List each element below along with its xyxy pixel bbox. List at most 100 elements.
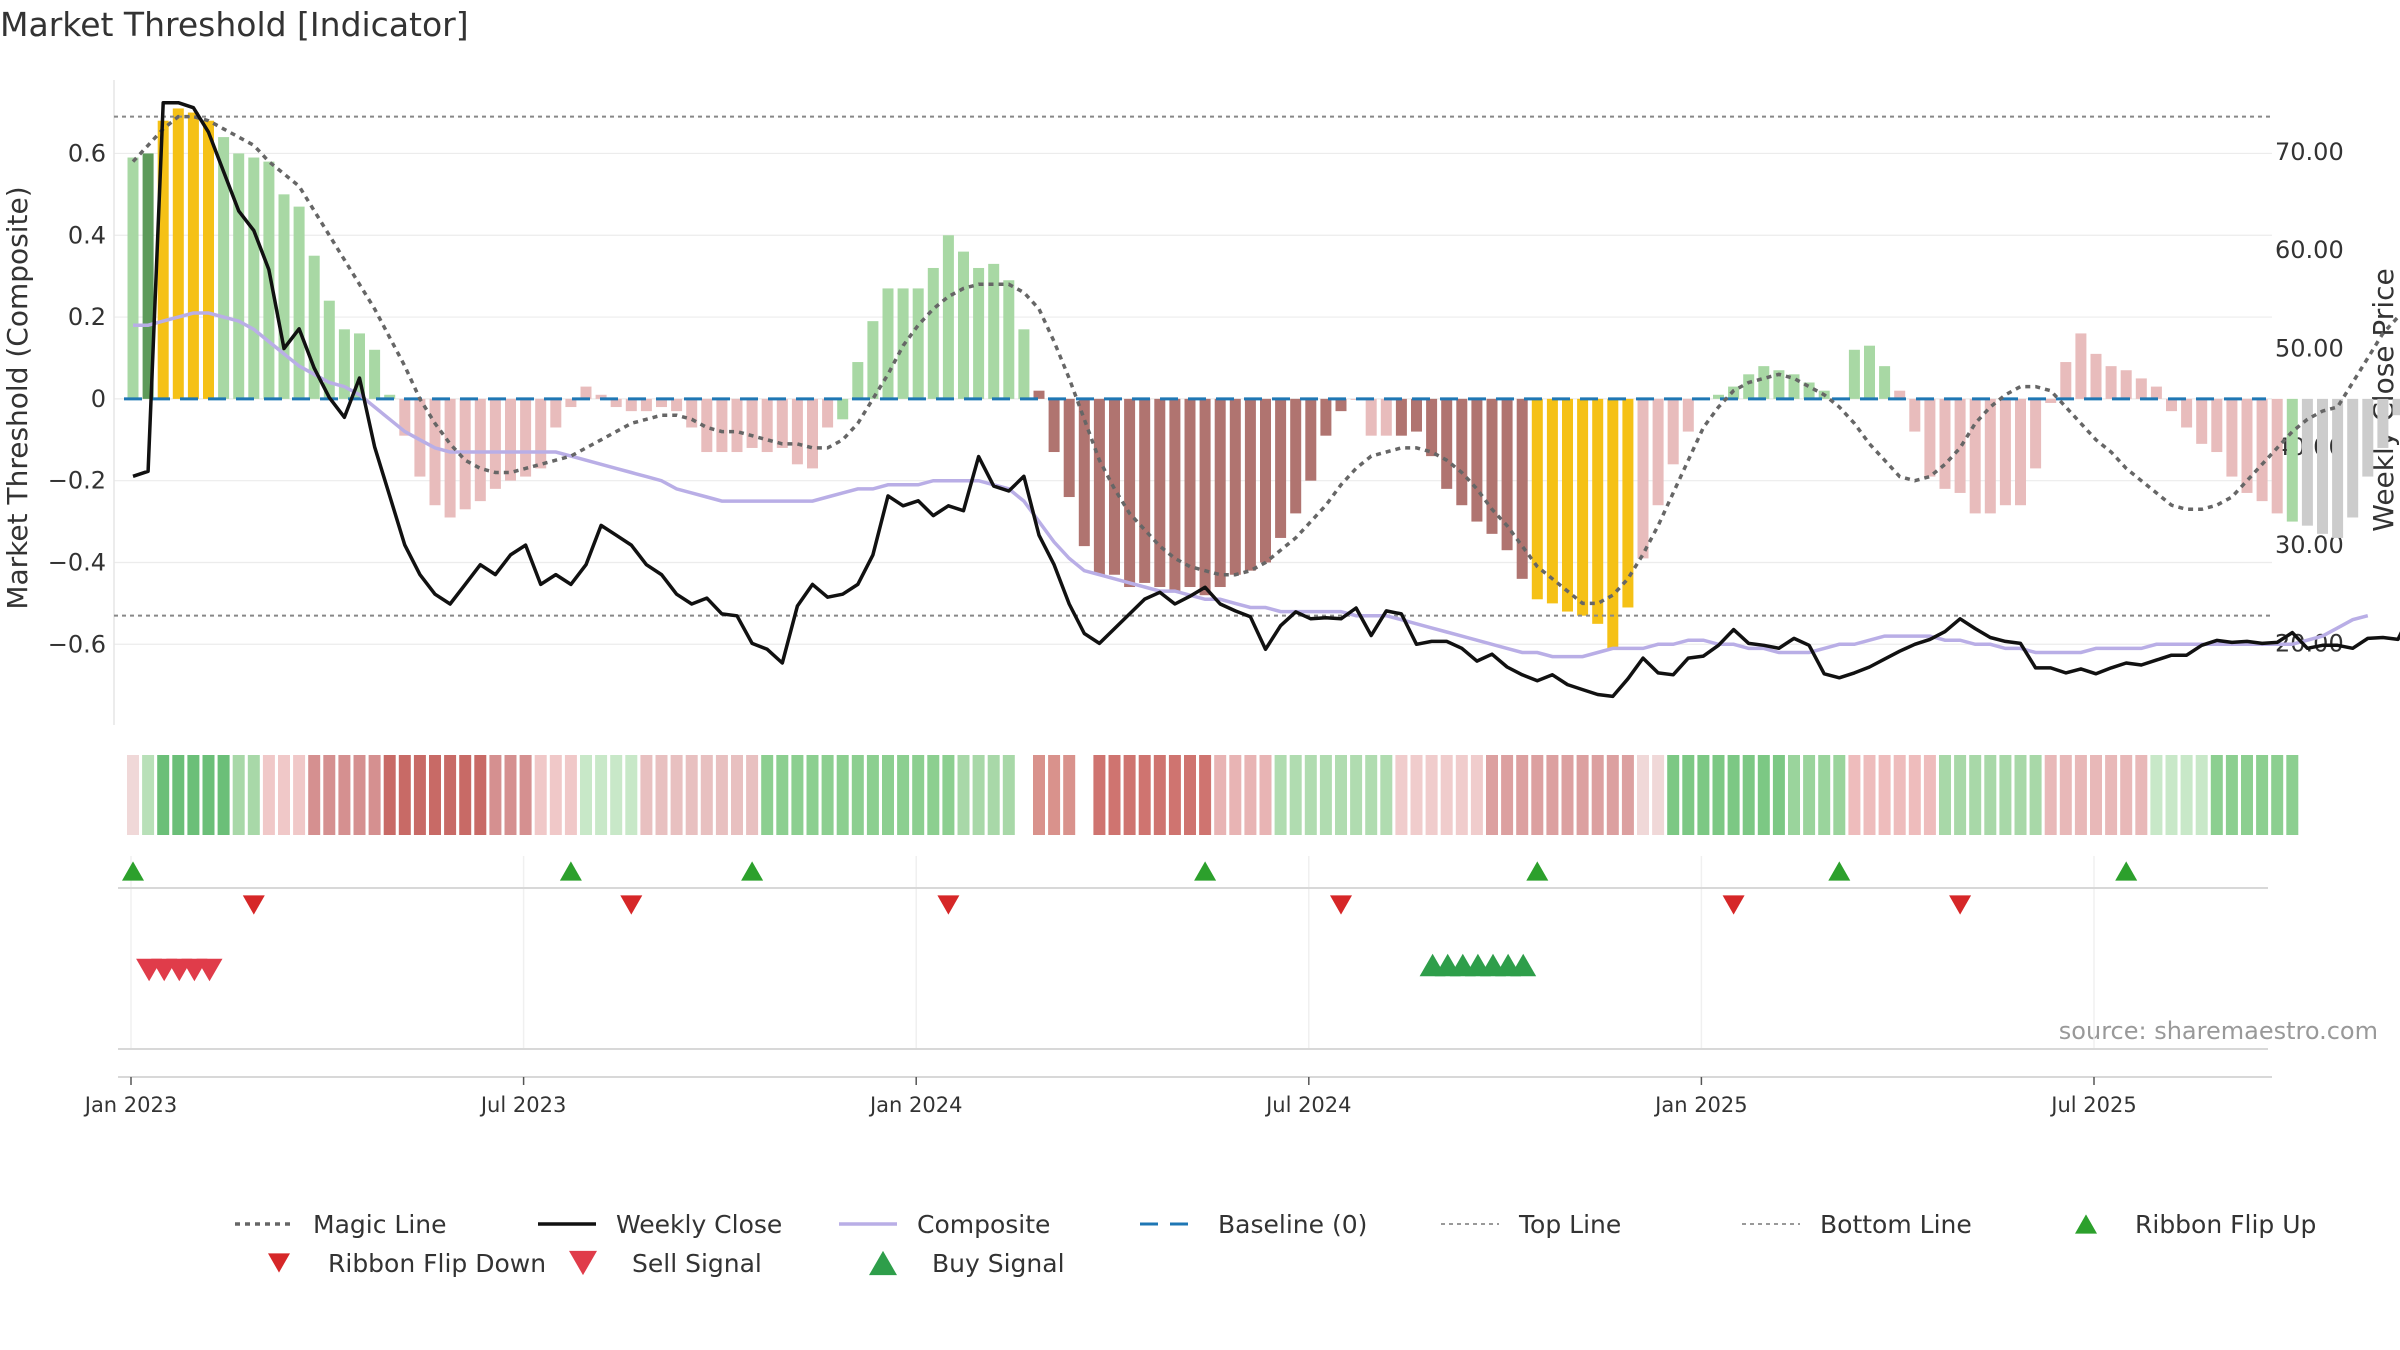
composite-bar xyxy=(671,398,683,412)
ribbon-cell xyxy=(1440,755,1453,835)
ribbon-cell xyxy=(1093,755,1106,835)
legend-item-composite: Composite xyxy=(839,1210,1050,1239)
ribbon-cell xyxy=(610,755,623,835)
composite-bar xyxy=(1290,398,1302,514)
composite-bar xyxy=(2377,398,2389,448)
composite-bar xyxy=(263,161,275,399)
legend-label: Weekly Close xyxy=(616,1210,782,1239)
ribbon-cell xyxy=(2044,755,2057,835)
ribbon-cell xyxy=(564,755,577,835)
composite-bar xyxy=(233,153,245,399)
ribbon-cell xyxy=(1818,755,1831,835)
ribbon-cell xyxy=(338,755,351,835)
ribbon-flip-up-marker xyxy=(1194,861,1217,881)
composite-bar xyxy=(776,398,788,448)
composite-bar xyxy=(2135,378,2147,399)
composite-bar xyxy=(1335,398,1347,412)
composite-line xyxy=(133,311,2369,659)
composite-bar xyxy=(988,263,1000,399)
legend-item-baseline-0: Baseline (0) xyxy=(1140,1210,1367,1239)
legend: Magic Line Weekly Close Composite Baseline … xyxy=(235,1210,2316,1278)
buy-signal-marker xyxy=(1510,953,1537,977)
ribbon-cell xyxy=(489,755,502,835)
ribbon-cell xyxy=(2014,755,2027,835)
composite-bar xyxy=(550,398,562,428)
composite-bar xyxy=(2015,398,2026,506)
composite-bar xyxy=(1365,398,1377,436)
composite-bar xyxy=(1229,398,1241,575)
composite-bar xyxy=(701,398,713,453)
composite-bar xyxy=(1199,398,1211,596)
composite-bar xyxy=(927,267,939,399)
composite-bar xyxy=(958,251,969,399)
ribbon-flip-down-marker xyxy=(620,895,643,915)
ribbon-cell xyxy=(1561,755,1574,835)
legend-swatch xyxy=(569,1250,597,1276)
composite-bar xyxy=(1984,398,1996,514)
x-tick-label: Jan 2025 xyxy=(1653,1093,1748,1117)
ribbon-cell xyxy=(1621,755,1634,835)
ribbon-cell xyxy=(640,755,653,835)
ribbon-cell xyxy=(2271,755,2284,835)
source-label: source: sharemaestro.com xyxy=(2059,1017,2378,1045)
ribbon-cell xyxy=(157,755,170,835)
ribbon-cell xyxy=(2225,755,2238,835)
composite-bar xyxy=(1803,382,1815,399)
composite-bar xyxy=(444,398,456,518)
composite-bar xyxy=(761,398,773,453)
ribbon-cell xyxy=(1259,755,1272,835)
legend-swatch xyxy=(869,1250,897,1276)
ribbon-cell xyxy=(1667,755,1680,835)
ribbon-cell xyxy=(1455,755,1468,835)
composite-bar xyxy=(1894,390,1906,399)
composite-bar xyxy=(323,300,335,399)
composite-bar xyxy=(1471,398,1483,522)
ribbon-cell xyxy=(2135,755,2148,835)
ribbon-cell xyxy=(1712,755,1725,835)
composite-bar xyxy=(142,153,154,399)
composite-bar xyxy=(1275,398,1287,538)
ribbon-cell xyxy=(2256,755,2269,835)
ribbon-cell xyxy=(1999,755,2012,835)
ribbon-cell xyxy=(187,755,200,835)
ribbon-flip-up-marker xyxy=(1526,861,1549,881)
ribbon-cell xyxy=(383,755,396,835)
composite-bar xyxy=(1788,374,1800,399)
y-right-tick-label: 60.00 xyxy=(2275,236,2344,264)
composite-bar xyxy=(505,398,516,481)
composite-bar xyxy=(1078,398,1090,547)
composite-bar xyxy=(1758,366,1770,399)
composite-bar xyxy=(2045,398,2057,403)
composite-bar xyxy=(2392,398,2400,416)
ribbon-cell xyxy=(715,755,728,835)
ribbon-flip-down-marker xyxy=(1949,895,1972,915)
composite-bar xyxy=(1456,398,1468,506)
composite-bar xyxy=(414,398,426,477)
composite-bar xyxy=(1033,390,1045,399)
composite-bar xyxy=(807,398,818,469)
ribbon-cell xyxy=(1682,755,1695,835)
ribbon-cell xyxy=(1184,755,1196,835)
ribbon-cell xyxy=(1410,755,1423,835)
ribbon-cell xyxy=(413,755,426,835)
composite-bar xyxy=(2181,398,2193,428)
composite-bar xyxy=(1260,398,1271,563)
composite-bar xyxy=(187,112,199,399)
composite-bar xyxy=(1018,329,1030,399)
composite-bar xyxy=(1652,398,1664,506)
ribbon-cell xyxy=(1939,755,1951,835)
ribbon-cell xyxy=(1546,755,1559,835)
legend-swatch xyxy=(2075,1214,2097,1234)
y-left-tick-label: 0.6 xyxy=(68,139,106,167)
ribbon-cell xyxy=(353,755,366,835)
composite-bar xyxy=(2317,398,2328,534)
ribbon-flip-up-marker xyxy=(2115,861,2138,881)
composite-bar xyxy=(1048,398,1060,453)
ribbon-cell xyxy=(534,755,547,835)
ribbon-cell xyxy=(172,755,185,835)
ribbon-cell xyxy=(1470,755,1483,835)
composite-bar xyxy=(973,267,985,399)
ribbon-cell xyxy=(1153,755,1166,835)
ribbon-cell xyxy=(580,755,592,835)
